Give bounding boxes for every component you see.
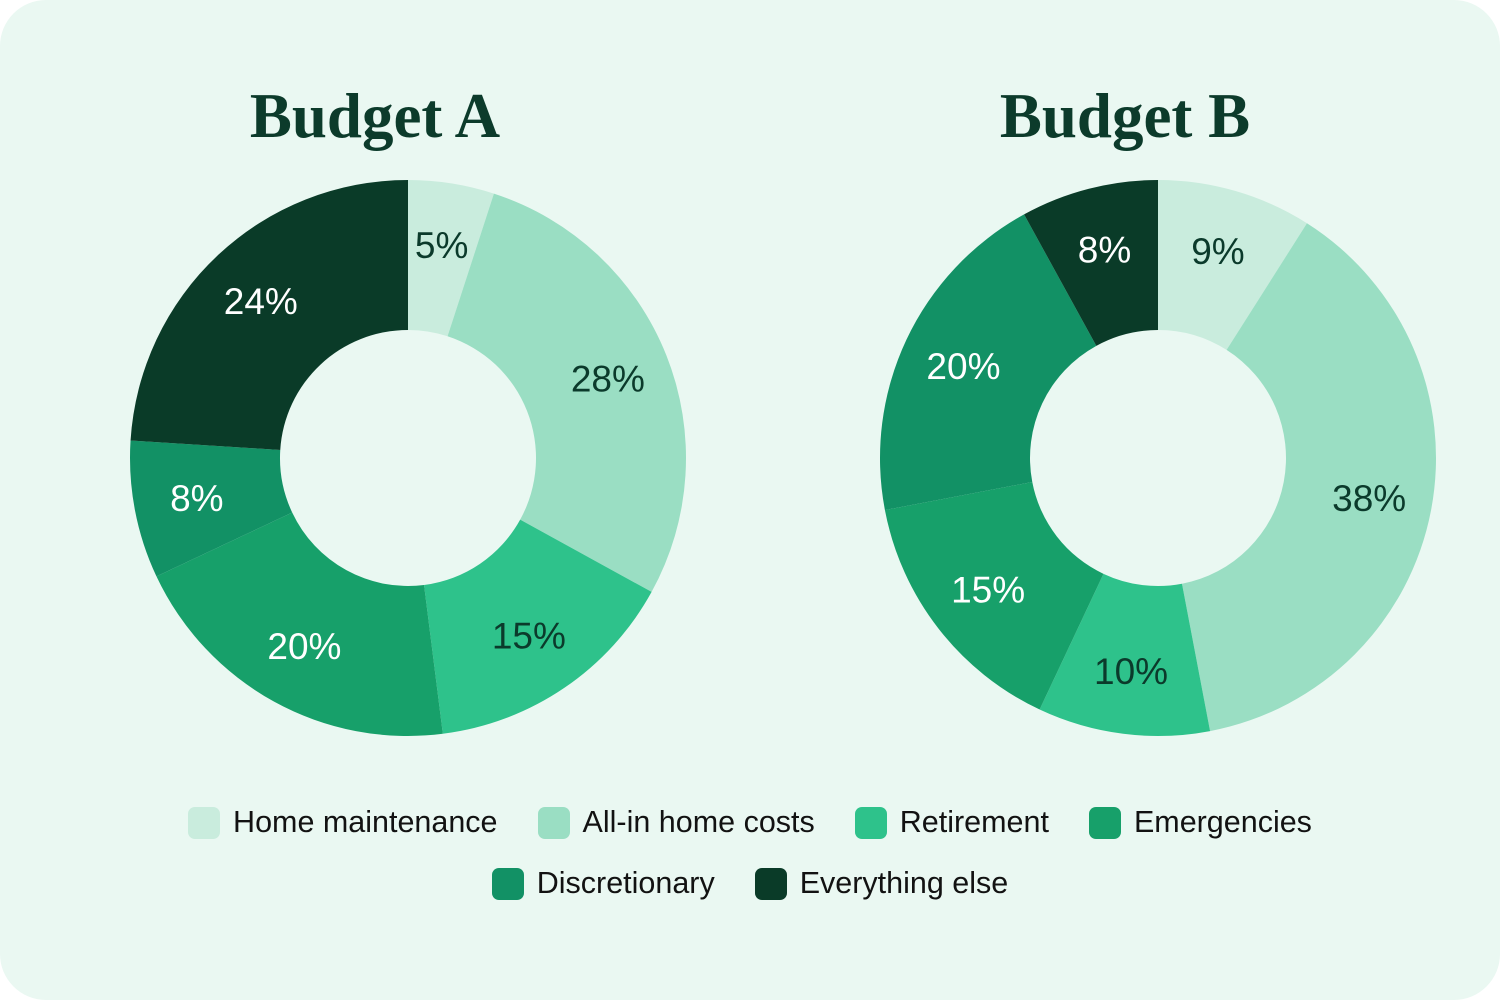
svg-text:20%: 20% xyxy=(267,626,341,667)
svg-text:28%: 28% xyxy=(571,358,645,399)
svg-text:20%: 20% xyxy=(926,346,1000,387)
svg-text:24%: 24% xyxy=(224,281,298,322)
svg-text:8%: 8% xyxy=(170,478,223,519)
svg-text:10%: 10% xyxy=(1094,651,1168,692)
svg-text:38%: 38% xyxy=(1332,478,1406,519)
svg-text:9%: 9% xyxy=(1191,231,1244,272)
svg-text:8%: 8% xyxy=(1078,229,1131,270)
svg-text:5%: 5% xyxy=(415,225,468,266)
svg-text:15%: 15% xyxy=(951,569,1025,610)
svg-text:15%: 15% xyxy=(492,615,566,656)
